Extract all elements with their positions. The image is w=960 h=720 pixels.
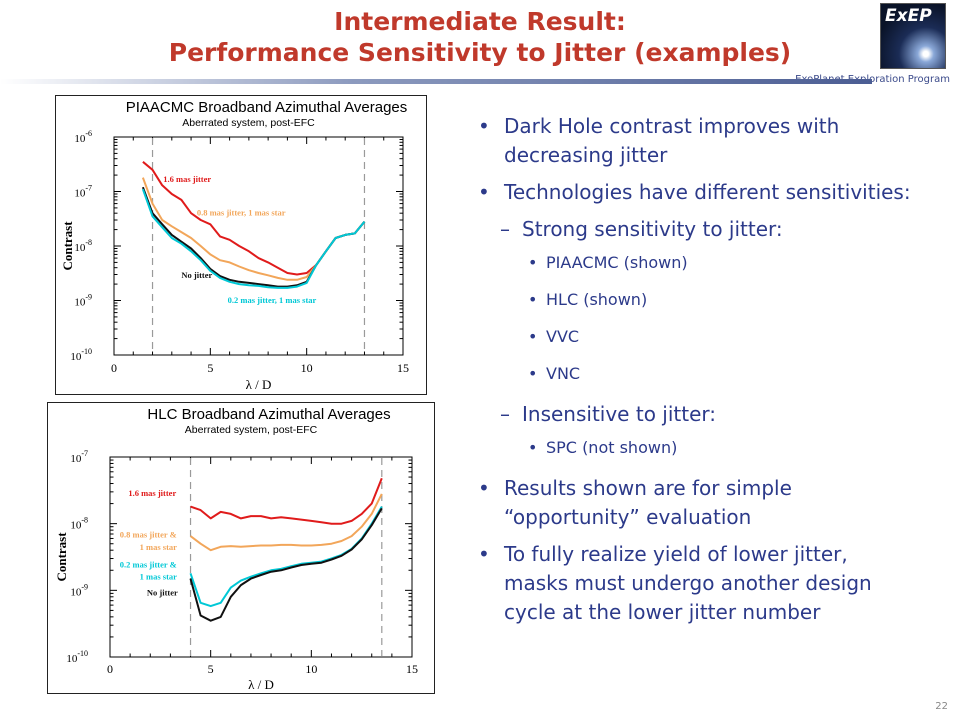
series-line — [190, 477, 383, 525]
series-annotation: No jitter — [147, 587, 178, 597]
y-tick-label: 10-8 — [70, 516, 88, 532]
piaacmc-chart: PIAACMC Broadband Azimuthal Averages Aber… — [55, 95, 427, 395]
piaacmc-chart-svg: PIAACMC Broadband Azimuthal AveragesAber… — [60, 99, 409, 392]
bullet-level3: HLC (shown) — [478, 289, 918, 311]
y-tick-label: 10-6 — [74, 129, 92, 145]
bullet-level1: To fully realize yield of lower jitter, … — [478, 540, 918, 627]
x-tick-label: 5 — [207, 361, 213, 375]
series-annotation: 0.2 mas jitter & — [120, 560, 177, 570]
x-tick-label: 10 — [305, 662, 317, 676]
y-tick-base: 10 — [70, 351, 82, 363]
exep-logo: ExEP — [880, 3, 946, 69]
series-annotation: 0.2 mas jitter, 1 mas star — [228, 295, 317, 305]
y-tick-label: 10-8 — [74, 238, 92, 254]
x-tick-label: 0 — [107, 662, 113, 676]
bullet-level3: VNC — [478, 363, 918, 385]
y-tick-exponent: -9 — [85, 293, 92, 302]
y-tick-exponent: -7 — [81, 449, 88, 458]
bullet-level3: SPC (not shown) — [478, 437, 918, 459]
y-tick-base: 10 — [70, 586, 82, 598]
y-tick-exponent: -8 — [81, 516, 88, 525]
bullet-list: Dark Hole contrast improves with decreas… — [478, 112, 918, 635]
y-tick-label: 10-9 — [74, 293, 92, 309]
y-tick-label: 10-7 — [74, 184, 92, 200]
program-name: ExoPlanet Exploration Program — [795, 74, 950, 85]
chart-subtitle: Aberrated system, post-EFC — [182, 117, 315, 129]
series-annotation: 1 mas star — [140, 572, 178, 582]
x-tick-label: 15 — [397, 361, 409, 375]
x-tick-label: 15 — [406, 662, 418, 676]
y-axis-label: Contrast — [60, 221, 75, 271]
plot-frame — [113, 136, 404, 356]
x-tick-label: 0 — [111, 361, 117, 375]
y-tick-label: 10-10 — [70, 347, 92, 363]
y-axis-label: Contrast — [54, 532, 69, 582]
plot-frame — [109, 456, 413, 658]
series-annotation: 0.8 mas jitter, 1 mas star — [197, 208, 286, 218]
x-axis-label: λ / D — [246, 377, 272, 392]
y-tick-base: 10 — [74, 133, 86, 145]
logo-text: ExEP — [885, 6, 932, 26]
y-tick-label: 10-7 — [70, 449, 88, 465]
y-tick-exponent: -6 — [85, 129, 92, 138]
y-tick-exponent: -7 — [85, 184, 92, 193]
slide-title-line1: Intermediate Result: — [334, 7, 626, 36]
hlc-chart: HLC Broadband Azimuthal Averages Aberrate… — [47, 402, 435, 694]
bullet-level2: Insensitive to jitter: — [478, 400, 918, 429]
y-tick-base: 10 — [66, 653, 78, 665]
series-line — [141, 188, 366, 289]
x-axis-label: λ / D — [248, 677, 274, 692]
series-annotation: 1.6 mas jitter — [163, 174, 211, 184]
hlc-chart-svg: HLC Broadband Azimuthal AveragesAberrate… — [54, 406, 418, 692]
bullet-level1: Results shown are for simple “opportunit… — [478, 474, 918, 532]
slide-title: Intermediate Result: Performance Sensiti… — [150, 6, 810, 68]
series-annotation: 1.6 mas jitter — [128, 488, 176, 498]
y-tick-base: 10 — [74, 242, 86, 254]
series-line — [189, 493, 383, 552]
series-annotation: 1 mas star — [140, 542, 178, 552]
y-tick-base: 10 — [74, 297, 86, 309]
series-line — [141, 177, 366, 281]
chart-title: PIAACMC Broadband Azimuthal Averages — [126, 99, 408, 116]
y-tick-label: 10-9 — [70, 582, 88, 598]
y-tick-exponent: -8 — [85, 238, 92, 247]
page-number: 22 — [935, 701, 948, 712]
bullet-level1: Technologies have different sensitivitie… — [478, 178, 918, 207]
chart-subtitle: Aberrated system, post-EFC — [185, 424, 318, 436]
y-tick-label: 10-10 — [66, 649, 88, 665]
bullet-level3: PIAACMC (shown) — [478, 252, 918, 274]
series-line — [189, 507, 383, 622]
y-tick-exponent: -10 — [77, 649, 88, 658]
x-tick-label: 5 — [208, 662, 214, 676]
series-annotation: 0.8 mas jitter & — [120, 530, 177, 540]
y-tick-base: 10 — [70, 453, 82, 465]
y-tick-base: 10 — [74, 188, 86, 200]
series-annotation: No jitter — [181, 270, 212, 280]
y-tick-base: 10 — [70, 520, 82, 532]
header-rule — [0, 79, 872, 84]
series-line — [189, 506, 383, 608]
bullet-level3: VVC — [478, 326, 918, 348]
y-tick-exponent: -10 — [81, 347, 92, 356]
y-tick-exponent: -9 — [81, 582, 88, 591]
slide-title-line2: Performance Sensitivity to Jitter (examp… — [168, 38, 792, 67]
chart-title: HLC Broadband Azimuthal Averages — [147, 406, 390, 423]
bullet-level1: Dark Hole contrast improves with decreas… — [478, 112, 918, 170]
x-tick-label: 10 — [301, 361, 313, 375]
bullet-level2: Strong sensitivity to jitter: — [478, 215, 918, 244]
